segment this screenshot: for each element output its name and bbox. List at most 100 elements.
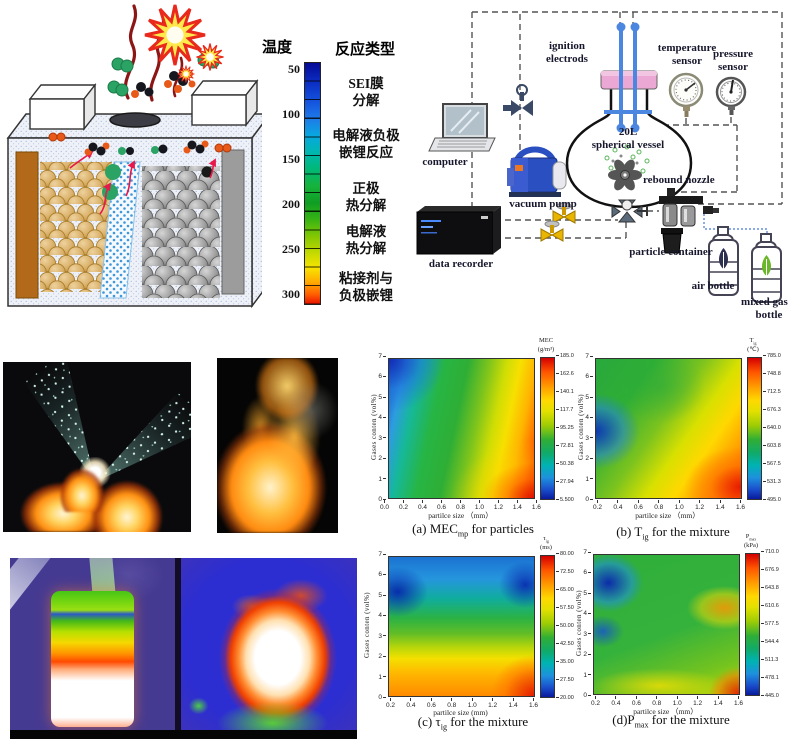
computer-icon [428,103,496,152]
thermal-panel-divider [174,558,182,730]
y-tick-label: 5 [585,394,593,401]
colorbar-title: MEC (g/m³) [537,337,555,353]
colorbar-tick-label: 42.50 [556,641,574,647]
temperature-tick-label: 250 [282,242,300,256]
reaction-line2: 嵌锂反应 [339,144,393,160]
x-axis-label: partilce size (mm) [433,708,488,717]
colorbar-tick-label: 445.0 [761,693,779,699]
air-bottle-label: air bottle [691,280,735,292]
temperature-scale-title: 温度 [261,40,292,56]
particle-dot [201,166,213,178]
temperature-tick-label: 200 [282,197,300,211]
heatmap-surface [595,358,742,499]
x-axis-label: partilce size （mm） [428,511,493,520]
colorbar-tick-label: 50.00 [556,623,574,629]
x-axis-ticks: 0.2 0.4 0.6 0.8 1.0 1.2 1.4 1.6 [593,500,745,511]
x-tick-label: 0.6 [437,500,446,511]
reaction-line2: 分解 [352,92,380,108]
x-tick-label: 0.2 [386,698,395,709]
x-tick-label: 1.2 [494,500,503,511]
x-tick-label: 1.2 [488,698,497,709]
flame-blob [55,460,109,512]
colorbar-tick-label: 712.5 [763,389,781,395]
x-tick-label: 0.4 [418,500,427,511]
y-tick-label: 4 [585,414,593,421]
y-tick-label: 1 [378,476,386,483]
flame-column [217,358,338,533]
x-tick-label: 1.0 [475,500,484,511]
x-axis-ticks: 0.0 0.2 0.4 0.6 0.8 1.0 1.2 1.4 1.6 [380,500,541,511]
filter-regulator-icon [659,188,719,227]
particle-container-label: particle container [629,246,713,258]
y-axis-ticks: 7 6 5 4 3 2 1 0 [373,551,386,701]
y-tick-label: 7 [585,353,593,360]
y-tick-label: 1 [583,672,591,679]
x-tick-label: 1.0 [468,698,477,709]
colorbar-tick-label: 676.3 [763,407,781,413]
gas-molecule [105,164,121,180]
x-axis-ticks: 0.2 0.4 0.6 0.8 1.0 1.2 1.4 1.6 [591,696,743,707]
y-tick-label: 6 [583,569,591,576]
colorbar: Tig (℃) 785.0 748.8 712.5 676.3 640.0 603.8 567… [746,337,788,514]
y-tick-label: 5 [378,592,386,599]
colorbar-tick-label: 511.3 [761,657,779,663]
mixed-gases-bottle-icon [751,233,782,303]
colorbar-tick-label: 27.50 [556,677,574,683]
cathode-collector-plate [15,151,39,299]
x-tick-label: 0.4 [406,698,415,709]
reaction-type-title: 反应类型 [334,42,395,58]
vacuum-pump-label: vacuum pump [509,198,577,210]
x-tick-label: 1.0 [673,696,682,707]
x-tick-label: 0.8 [654,500,663,511]
ignition-electrodes-label: ignition electrods [546,40,588,66]
temperature-sensor-label: temperature sensor [657,42,717,68]
reaction-type-item: 电解液负极 嵌锂反应 [320,128,412,162]
y-tick-label: 7 [378,353,386,360]
outlet-valve-icon [611,199,648,223]
y-tick-label: 5 [378,394,386,401]
colorbar-tick-label: 35.00 [556,659,574,665]
colorbar-tick-label: 20.00 [556,695,574,701]
colorbar-gradient [540,555,555,698]
colorbar-tick-label: 140.1 [556,389,574,395]
reaction-line1: 电解液负极 [332,128,400,143]
x-tick-label: 1.2 [695,500,704,511]
colorbar-tick-label: 640.0 [763,425,781,431]
x-tick-label: 0.6 [632,696,641,707]
vessel-label: 20L spherical vessel [591,126,665,152]
reaction-type-item: 电解液 热分解 [320,224,412,258]
battery-illustration [6,3,262,309]
subfigure-caption: (d)Pmax for the mixture [612,712,730,730]
computer-label: computer [422,156,468,168]
air-bottle-icon [708,226,739,296]
x-tick-label: 1.6 [736,500,745,511]
heatmap-surface [388,556,535,697]
subfigure-caption: (b) Tig for the mixture [616,524,730,542]
pressure-sensor-label: pressure sensor [713,48,753,74]
y-tick-label: 4 [378,612,386,619]
colorbar-tick-label: 50.38 [556,461,574,467]
x-tick-label: 0.2 [591,696,600,707]
thermal-left-panel [10,558,175,730]
y-tick-label: 7 [583,549,591,556]
flame-photo [217,358,338,533]
colorbar-tick-label: 544.4 [761,639,779,645]
reaction-type-item: 粘接剂与 负极嵌锂 [320,271,412,305]
y-tick-label: 6 [585,373,593,380]
colorbar: τig (ms) 80.00 72.50 65.00 57.50 50.00 42.50 35… [539,535,583,712]
ignition-electrodes-icon [604,22,652,133]
x-tick-label: 0.6 [634,500,643,511]
x-axis-label: partilce size （mm） [635,511,700,520]
colorbar-tick-label: 577.5 [761,621,779,627]
reaction-line2: 热分解 [345,240,387,256]
thermal-beam [10,558,51,623]
x-tick-label: 0.8 [652,696,661,707]
colorbar-tick-label: 478.1 [761,675,779,681]
colorbar-tick-label: 65.00 [556,587,574,593]
ignition-trigger-valves [540,202,576,242]
thermal-bottom-bar [10,730,357,739]
y-axis-ticks: 7 6 5 4 3 2 1 0 [580,353,593,503]
reaction-type-list: SEI膜 分解 电解液负极 嵌锂反应 正极 热分解 电解液 热分解 粘接剂与 负极嵌锂 [320,60,412,312]
